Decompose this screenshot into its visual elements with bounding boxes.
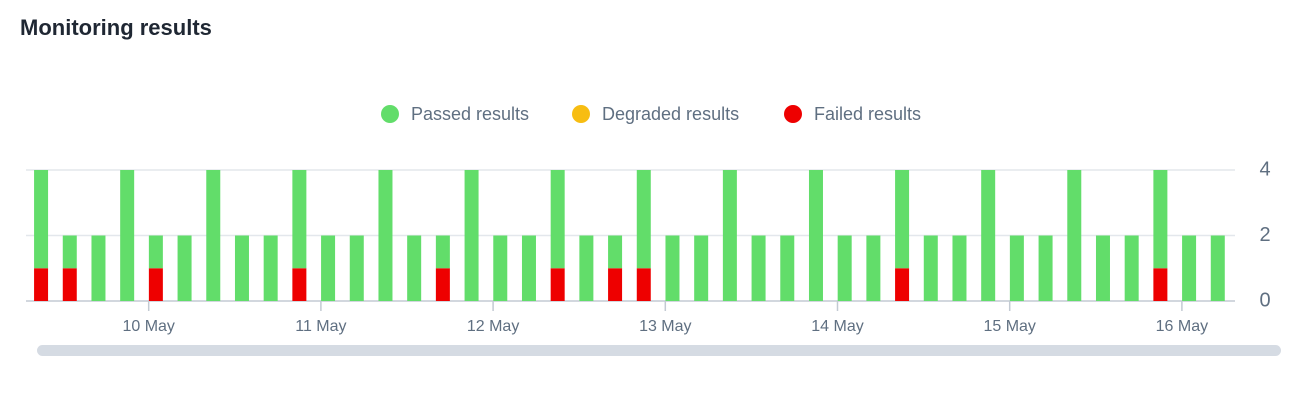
- bar-segment: [91, 235, 106, 301]
- bar-segment: [608, 268, 623, 301]
- bar-segment: [923, 235, 938, 301]
- x-tick-label: 15 May: [983, 318, 1035, 335]
- bar-segment: [148, 268, 163, 301]
- y-tick-label: 4: [1259, 158, 1270, 180]
- bar-segment: [349, 235, 364, 301]
- bar-segment: [62, 235, 77, 269]
- bar-segment: [608, 235, 623, 269]
- bar-segment: [1153, 268, 1168, 301]
- bar-segment: [1095, 235, 1110, 301]
- bar-segment: [464, 170, 479, 301]
- x-tick-label: 14 May: [811, 318, 863, 335]
- bar-segment: [694, 235, 709, 301]
- bar-segment: [1153, 170, 1168, 269]
- bar-segment: [952, 235, 967, 301]
- x-tick-label: 12 May: [467, 318, 519, 335]
- legend-marker: [381, 105, 399, 123]
- x-tick-label: 16 May: [1156, 318, 1208, 335]
- bar-segment: [579, 235, 594, 301]
- legend-label: Failed results: [814, 104, 921, 124]
- bar-segment: [292, 170, 307, 269]
- bar-segment: [234, 235, 249, 301]
- scrollbar[interactable]: [37, 345, 1281, 356]
- bar-segment: [1038, 235, 1053, 301]
- x-tick-label: 11 May: [295, 318, 346, 335]
- legend-label: Passed results: [411, 104, 529, 124]
- bar-segment: [34, 268, 49, 301]
- bar-segment: [808, 170, 823, 301]
- bar-segment: [837, 235, 852, 301]
- bar-segment: [435, 235, 450, 269]
- bar-segment: [34, 170, 49, 269]
- bar-segment: [1182, 235, 1197, 301]
- bar-segment: [751, 235, 766, 301]
- bar-segment: [62, 268, 77, 301]
- bar-segment: [665, 235, 680, 301]
- bar-segment: [292, 268, 307, 301]
- legend-marker: [572, 105, 590, 123]
- x-tick-label: 10 May: [122, 318, 174, 335]
- bar-segment: [378, 170, 393, 301]
- bar-segment: [780, 235, 795, 301]
- bar-segment: [493, 235, 508, 301]
- bar-segment: [177, 235, 192, 301]
- x-tick-label: 13 May: [639, 318, 691, 335]
- bar-segment: [895, 170, 910, 269]
- bar-segment: [866, 235, 881, 301]
- bar-segment: [521, 235, 536, 301]
- bar-segment: [1009, 235, 1024, 301]
- bar-segment: [1067, 170, 1082, 301]
- y-tick-label: 2: [1259, 224, 1270, 246]
- bar-segment: [120, 170, 135, 301]
- bar-segment: [636, 268, 651, 301]
- bar-segment: [550, 268, 565, 301]
- legend-marker: [784, 105, 802, 123]
- bar-segment: [722, 170, 737, 301]
- bar-segment: [550, 170, 565, 269]
- bar-segment: [321, 235, 336, 301]
- y-tick-label: 0: [1259, 289, 1270, 311]
- bar-segment: [981, 170, 996, 301]
- legend-label: Degraded results: [602, 104, 739, 124]
- bar-segment: [1124, 235, 1139, 301]
- bar-segment: [1210, 235, 1225, 301]
- bar-segment: [148, 235, 163, 269]
- bar-segment: [407, 235, 422, 301]
- bar-segment: [435, 268, 450, 301]
- chart-title: Monitoring results: [20, 15, 212, 40]
- bar-segment: [263, 235, 278, 301]
- bar-segment: [206, 170, 221, 301]
- bar-segment: [636, 170, 651, 269]
- bar-segment: [895, 268, 910, 301]
